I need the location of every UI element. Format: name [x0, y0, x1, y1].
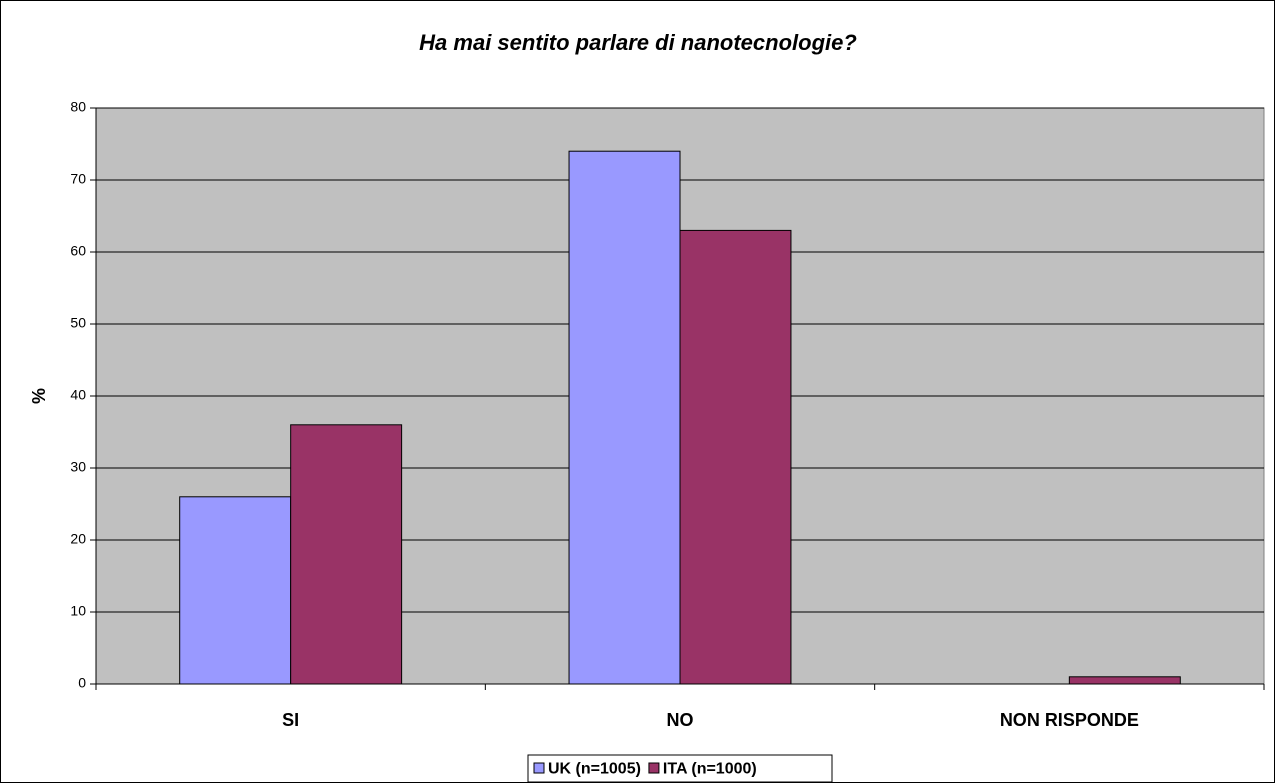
y-tick-label: 20 [70, 531, 86, 547]
legend-label: UK (n=1005) [548, 761, 641, 778]
y-tick-label: 80 [70, 99, 86, 115]
x-tick-label: NO [667, 710, 694, 730]
x-tick-label: NON RISPONDE [1000, 710, 1139, 730]
y-tick-label: 70 [70, 171, 86, 187]
legend-box [527, 754, 833, 783]
bar [290, 424, 403, 685]
chart-title: Ha mai sentito parlare di nanotecnologie… [419, 30, 857, 55]
y-axis-label: % [29, 388, 49, 404]
bar [679, 229, 792, 685]
y-tick-label: 50 [70, 315, 86, 331]
bar [179, 496, 292, 685]
x-tick-label: SI [282, 710, 299, 730]
y-tick-label: 10 [70, 603, 86, 619]
legend-swatch [648, 762, 660, 774]
legend-swatch [533, 762, 545, 774]
bar [568, 150, 681, 685]
bar [1068, 676, 1181, 685]
y-tick-label: 40 [70, 387, 86, 403]
y-tick-label: 60 [70, 243, 86, 259]
legend-label: ITA (n=1000) [663, 761, 757, 778]
y-tick-label: 30 [70, 459, 86, 475]
y-tick-label: 0 [78, 675, 86, 691]
